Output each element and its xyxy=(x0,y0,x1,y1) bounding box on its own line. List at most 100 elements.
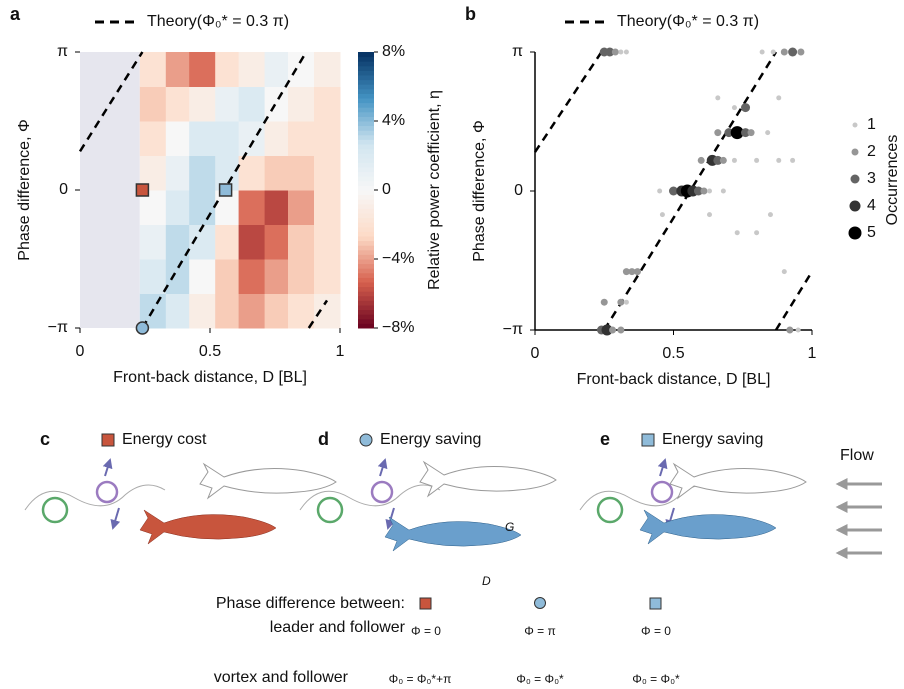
x-tick-label: 1 xyxy=(336,343,345,360)
panel-label: c xyxy=(40,429,50,449)
heatmap-cell xyxy=(264,52,289,87)
marker xyxy=(135,183,150,197)
x-tick-label: 0.5 xyxy=(199,343,221,360)
table-marker xyxy=(649,597,662,610)
x-tick-label: 0 xyxy=(531,345,540,362)
colorbar-segment xyxy=(358,185,374,191)
heatmap-cell xyxy=(165,155,190,191)
point xyxy=(700,187,708,195)
heatmap-cell xyxy=(314,259,341,294)
point xyxy=(617,326,625,334)
y-axis-label: Phase difference, Φ xyxy=(16,119,33,260)
point xyxy=(633,268,641,276)
colorbar-segment xyxy=(358,268,374,274)
heatmap-cell xyxy=(139,259,167,294)
point xyxy=(767,212,773,218)
point xyxy=(754,230,760,236)
table-cell: Φ = 0 xyxy=(411,624,441,638)
colorbar-segment xyxy=(358,107,374,113)
heatmap-cell xyxy=(238,86,266,122)
colorbar-segment xyxy=(358,222,374,228)
colorbar-segment xyxy=(358,272,374,278)
point xyxy=(618,49,624,55)
colorbar-segment xyxy=(358,318,374,324)
heatmap-cell xyxy=(314,224,341,260)
size-legend-label: 1 xyxy=(867,116,876,133)
point xyxy=(788,47,798,57)
size-legend-marker xyxy=(850,174,860,184)
colorbar-segment xyxy=(358,180,374,186)
size-legend-marker xyxy=(851,148,859,156)
heatmap-cell xyxy=(215,224,240,260)
colorbar-segment xyxy=(358,56,374,62)
y-tick-label: π xyxy=(57,43,68,60)
marker xyxy=(135,321,150,335)
point xyxy=(790,157,796,163)
flow-arrows xyxy=(835,478,882,559)
colorbar-tick-label: −4% xyxy=(382,250,414,267)
flow-label: Flow xyxy=(840,447,874,464)
heatmap-cell xyxy=(238,52,266,87)
point xyxy=(697,156,705,164)
heatmap-cell xyxy=(238,293,266,329)
colorbar-segment xyxy=(358,259,374,265)
heatmap-cell xyxy=(264,155,289,191)
point xyxy=(623,49,629,55)
colorbar-segment xyxy=(358,139,374,145)
heatmap-cell xyxy=(288,293,315,329)
panel-label: d xyxy=(318,429,329,449)
colorbar-segment xyxy=(358,93,374,99)
heatmap-cell xyxy=(215,121,240,156)
point xyxy=(693,186,703,196)
heatmap-cell xyxy=(165,52,190,87)
table-cell: Φ₀ = Φ₀*+π xyxy=(389,672,452,686)
point xyxy=(707,188,713,194)
colorbar-segment xyxy=(358,98,374,104)
colorbar-segment xyxy=(358,176,374,182)
heatmap-cell xyxy=(264,86,289,122)
size-legend-marker xyxy=(849,200,861,212)
size-legend-label: 4 xyxy=(867,197,876,214)
point xyxy=(780,48,788,56)
colorbar-segment xyxy=(358,130,374,136)
y-tick-label: −π xyxy=(48,319,68,336)
point xyxy=(707,212,713,218)
point xyxy=(719,156,727,164)
heatmap-cell xyxy=(165,86,190,122)
heatmap-cell xyxy=(189,52,216,87)
point xyxy=(713,155,723,165)
colorbar-segment xyxy=(358,213,374,219)
fish-label: D xyxy=(482,574,491,588)
panel-label: e xyxy=(600,429,610,449)
heatmap-cell xyxy=(288,224,315,260)
colorbar-segment xyxy=(358,286,374,292)
heatmap-cell xyxy=(165,293,190,329)
colorbar-segment xyxy=(358,75,374,81)
heatmap-cell xyxy=(264,121,289,156)
point xyxy=(765,130,771,136)
point xyxy=(611,48,619,56)
heatmap-cell xyxy=(165,121,190,156)
colorbar-segment xyxy=(358,194,374,200)
y-tick-label: 0 xyxy=(514,182,523,199)
heatmap-cell xyxy=(288,155,315,191)
table-cell: Φ₀ = Φ₀* xyxy=(632,672,680,686)
panel-c-illustration xyxy=(25,460,337,545)
colorbar-segment xyxy=(358,121,374,127)
panel-title: Energy saving xyxy=(380,431,481,448)
heatmap-cell xyxy=(314,190,341,225)
size-legend-marker xyxy=(852,122,858,128)
colorbar-segment xyxy=(358,263,374,269)
heatmap-cell xyxy=(238,155,266,191)
colorbar-label: Relative power coefficient, η xyxy=(426,90,443,290)
colorbar-segment xyxy=(358,79,374,85)
point xyxy=(731,157,737,163)
heatmap-cell xyxy=(215,86,240,122)
size-legend-label: 5 xyxy=(867,224,876,241)
table-cell: Φ = π xyxy=(524,624,556,638)
point xyxy=(669,186,678,196)
table-title: Phase difference between: xyxy=(216,595,405,612)
colorbar-segment xyxy=(358,111,374,117)
x-axis-label: Front-back distance, D [BL] xyxy=(577,371,771,388)
